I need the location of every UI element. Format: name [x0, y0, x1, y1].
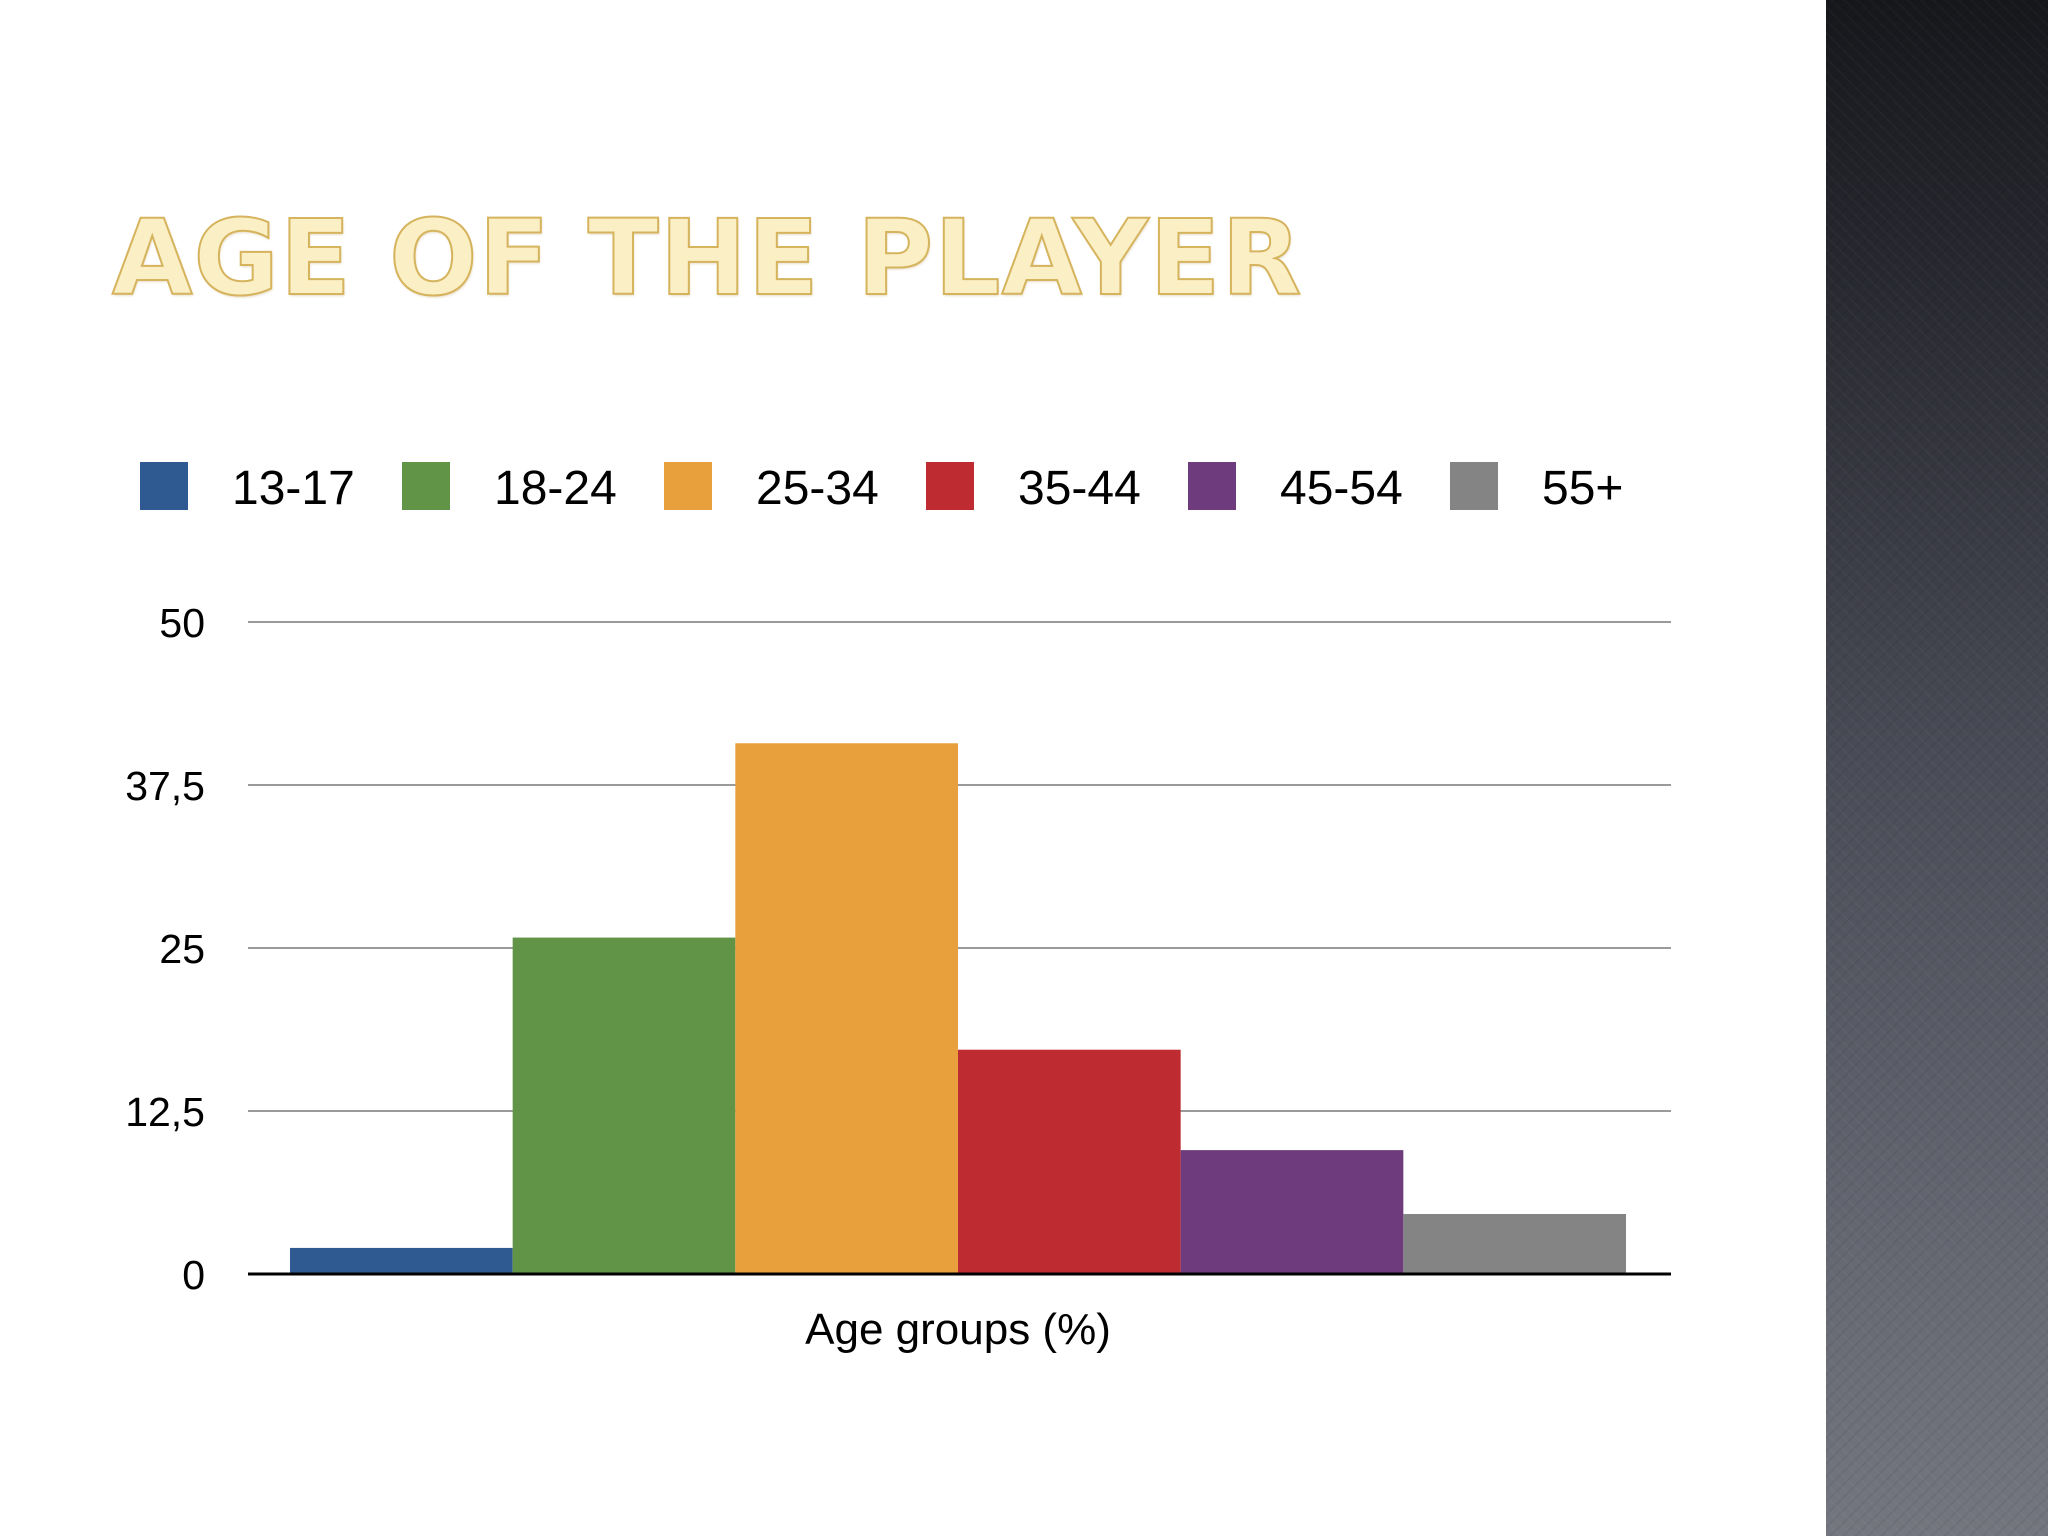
legend-item: 18-24: [402, 462, 617, 515]
legend-label: 18-24: [494, 462, 617, 515]
bars: [290, 743, 1626, 1274]
bar-25-34: [735, 743, 958, 1274]
legend-swatch: [926, 462, 974, 510]
bar-35-44: [958, 1049, 1181, 1274]
legend: 13-17 18-24 25-34 35-44 45-54 55+: [140, 462, 1623, 515]
legend-label: 35-44: [1018, 462, 1141, 515]
legend-label: 25-34: [756, 462, 879, 515]
bar-13-17: [290, 1247, 513, 1274]
legend-item: 45-54: [1188, 462, 1403, 515]
legend-swatch: [140, 462, 188, 510]
gridlines: [248, 621, 1671, 1112]
legend-swatch: [1188, 462, 1236, 510]
legend-item: 35-44: [926, 462, 1141, 515]
y-tick-label: 50: [159, 600, 205, 646]
legend-label: 13-17: [232, 462, 355, 515]
legend-swatch: [1450, 462, 1498, 510]
legend-label: 55+: [1542, 462, 1623, 515]
legend-item: 25-34: [664, 462, 879, 515]
y-tick-label: 12,5: [125, 1089, 205, 1135]
legend-swatch: [402, 462, 450, 510]
bar-18-24: [512, 937, 736, 1274]
bar-45-54: [1180, 1150, 1404, 1274]
legend-item: 13-17: [140, 462, 355, 515]
legend-label: 45-54: [1280, 462, 1403, 515]
bar-chart: 0 12,5 25 37,5 50 13-17 18-24 25-34 35-44 45-54 5…: [125, 462, 1671, 1354]
legend-swatch: [664, 462, 712, 510]
x-axis-label: Age groups (%): [805, 1305, 1111, 1354]
y-tick-label: 37,5: [125, 763, 205, 809]
legend-item: 55+: [1450, 462, 1623, 515]
slide-title: AGE OF THE PLAYER: [111, 197, 1303, 319]
y-tick-label: 0: [182, 1252, 205, 1298]
side-decoration-panel: [1826, 0, 2048, 1536]
y-tick-label: 25: [159, 926, 205, 972]
y-axis-ticks: 0 12,5 25 37,5 50: [125, 600, 205, 1298]
bar-55plus: [1403, 1214, 1626, 1274]
